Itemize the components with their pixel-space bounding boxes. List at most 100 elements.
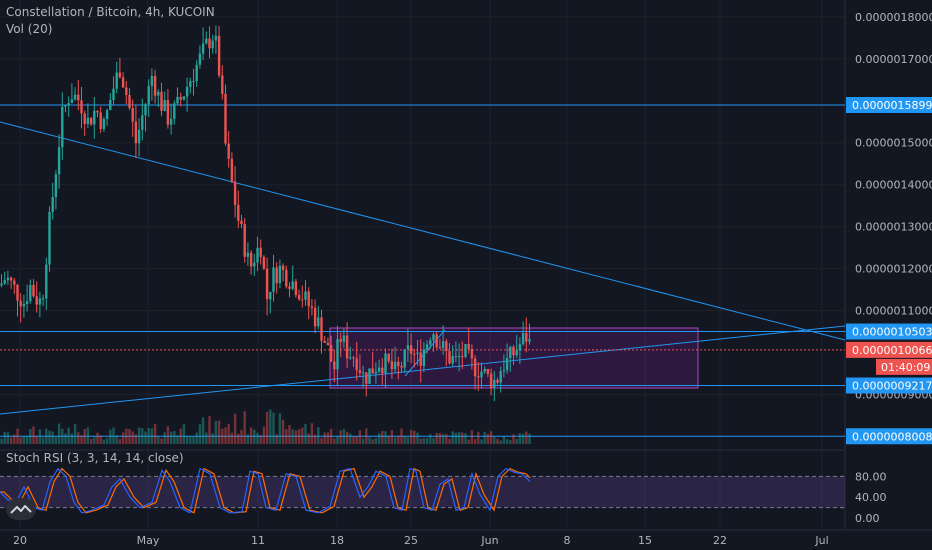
candle-body[interactable] bbox=[141, 115, 144, 130]
candle-body[interactable] bbox=[6, 277, 10, 281]
candle-body[interactable] bbox=[185, 86, 189, 97]
candle-body[interactable] bbox=[403, 349, 406, 368]
candle-body[interactable] bbox=[365, 372, 368, 384]
candle-body[interactable] bbox=[22, 303, 26, 307]
candle-body[interactable] bbox=[173, 103, 176, 119]
stoch-rsi-pane[interactable] bbox=[0, 467, 845, 514]
candle-body[interactable] bbox=[336, 339, 339, 370]
candle-body[interactable] bbox=[38, 298, 42, 305]
candle-body[interactable] bbox=[265, 268, 269, 300]
stoch-d-line[interactable] bbox=[0, 467, 531, 514]
candle-body[interactable] bbox=[275, 267, 278, 284]
candle-body[interactable] bbox=[496, 379, 499, 383]
candle-body[interactable] bbox=[41, 298, 45, 300]
candle-body[interactable] bbox=[125, 87, 128, 96]
candle-body[interactable] bbox=[502, 370, 506, 372]
candle-body[interactable] bbox=[387, 353, 390, 362]
candle-body[interactable] bbox=[432, 334, 435, 341]
candle-body[interactable] bbox=[205, 38, 208, 44]
candle-body[interactable] bbox=[80, 100, 83, 114]
candle-body[interactable] bbox=[13, 280, 16, 285]
candle-body[interactable] bbox=[166, 100, 170, 125]
candle-body[interactable] bbox=[86, 117, 90, 125]
candle-body[interactable] bbox=[160, 91, 163, 111]
candle-body[interactable] bbox=[16, 284, 19, 301]
candle-body[interactable] bbox=[147, 85, 150, 105]
candle-body[interactable] bbox=[281, 265, 285, 270]
candle-body[interactable] bbox=[381, 367, 384, 374]
candle-body[interactable] bbox=[390, 361, 394, 370]
candle-body[interactable] bbox=[435, 334, 438, 348]
candle-body[interactable] bbox=[48, 211, 51, 265]
candle-body[interactable] bbox=[73, 94, 77, 100]
candle-body[interactable] bbox=[192, 81, 195, 83]
candle-body[interactable] bbox=[70, 99, 74, 104]
candle-body[interactable] bbox=[67, 103, 70, 106]
candle-body[interactable] bbox=[105, 110, 109, 120]
candle-body[interactable] bbox=[29, 285, 32, 302]
candle-body[interactable] bbox=[515, 350, 518, 356]
candle-body[interactable] bbox=[371, 368, 374, 374]
candle-body[interactable] bbox=[102, 119, 106, 130]
ascending-trendline[interactable] bbox=[0, 325, 846, 415]
candle-body[interactable] bbox=[393, 361, 397, 370]
candle-body[interactable] bbox=[397, 361, 400, 366]
drawing-layer[interactable] bbox=[0, 104, 846, 437]
candle-body[interactable] bbox=[294, 281, 298, 296]
candle-body[interactable] bbox=[19, 300, 22, 307]
candle-body[interactable] bbox=[246, 252, 250, 257]
candle-body[interactable] bbox=[457, 356, 461, 358]
candle-body[interactable] bbox=[169, 118, 173, 125]
candle-body[interactable] bbox=[9, 277, 13, 281]
candle-body[interactable] bbox=[198, 53, 202, 65]
candle-body[interactable] bbox=[121, 77, 125, 88]
candle-body[interactable] bbox=[112, 88, 115, 101]
candle-body[interactable] bbox=[310, 306, 314, 308]
candle-body[interactable] bbox=[35, 296, 38, 305]
candle-body[interactable] bbox=[307, 291, 310, 307]
candle-body[interactable] bbox=[61, 106, 64, 148]
candle-body[interactable] bbox=[320, 317, 323, 341]
descending-trendline[interactable] bbox=[0, 121, 846, 341]
candle-body[interactable] bbox=[189, 81, 192, 87]
candle-body[interactable] bbox=[521, 333, 525, 345]
candle-body[interactable] bbox=[256, 247, 259, 263]
candle-body[interactable] bbox=[352, 357, 355, 359]
candle-body[interactable] bbox=[425, 344, 429, 350]
candle-body[interactable] bbox=[25, 301, 29, 304]
candle-body[interactable] bbox=[269, 291, 272, 300]
candle-body[interactable] bbox=[297, 295, 301, 300]
candle-body[interactable] bbox=[77, 94, 80, 101]
candle-body[interactable] bbox=[45, 264, 48, 299]
candle-body[interactable] bbox=[313, 307, 317, 327]
axes[interactable]: 0.00000180000.00000170000.00000150000.00… bbox=[13, 11, 932, 547]
candle-body[interactable] bbox=[451, 356, 454, 364]
candles[interactable] bbox=[0, 25, 531, 402]
candle-body[interactable] bbox=[384, 353, 387, 374]
candle-body[interactable] bbox=[51, 197, 54, 212]
candle-body[interactable] bbox=[201, 43, 205, 54]
candle-body[interactable] bbox=[54, 174, 58, 198]
candle-body[interactable] bbox=[262, 256, 266, 269]
candle-body[interactable] bbox=[0, 283, 3, 286]
candle-body[interactable] bbox=[477, 376, 480, 378]
candle-body[interactable] bbox=[253, 262, 256, 267]
candle-body[interactable] bbox=[489, 373, 493, 389]
candle-body[interactable] bbox=[512, 346, 515, 356]
candle-body[interactable] bbox=[493, 379, 496, 389]
candle-body[interactable] bbox=[237, 204, 240, 221]
candle-body[interactable] bbox=[445, 341, 448, 352]
candle-body[interactable] bbox=[528, 339, 531, 342]
candle-body[interactable] bbox=[518, 344, 522, 351]
candle-body[interactable] bbox=[157, 91, 160, 96]
candle-body[interactable] bbox=[400, 365, 403, 368]
candle-body[interactable] bbox=[470, 349, 474, 359]
candle-body[interactable] bbox=[499, 371, 502, 383]
candle-body[interactable] bbox=[480, 371, 483, 378]
candle-body[interactable] bbox=[326, 342, 330, 346]
candle-body[interactable] bbox=[93, 110, 96, 125]
candle-body[interactable] bbox=[304, 291, 307, 300]
candle-body[interactable] bbox=[483, 368, 486, 372]
candle-body[interactable] bbox=[323, 340, 326, 343]
